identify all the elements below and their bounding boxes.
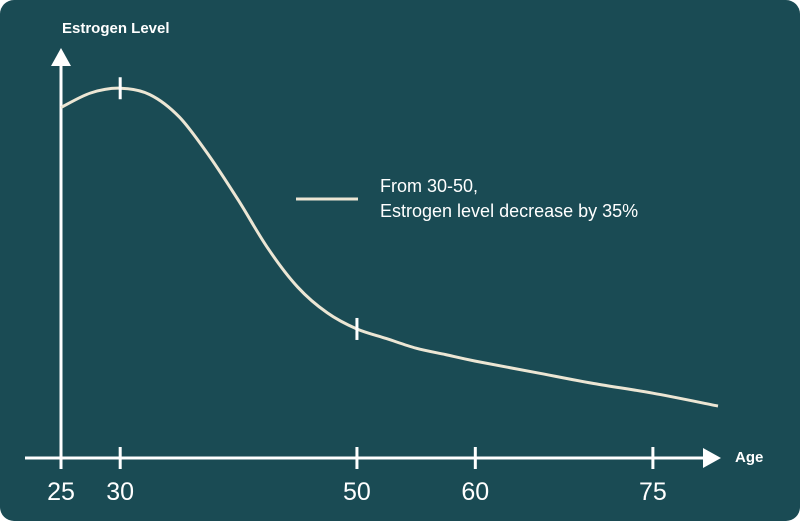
x-tick-label-25: 25 <box>47 478 75 506</box>
estrogen-curve <box>60 86 719 408</box>
x-tick-label-50: 50 <box>343 478 371 506</box>
y-axis-arrowhead <box>51 48 71 66</box>
x-tick-label-60: 60 <box>461 478 489 506</box>
y-axis-label: Estrogen Level <box>62 20 170 37</box>
axes <box>25 48 721 468</box>
x-axis-label: Age <box>735 449 763 466</box>
curve-markers <box>118 77 359 340</box>
x-axis-arrowhead <box>703 448 721 468</box>
x-tick-labels: 25 30 50 60 75 <box>47 478 667 506</box>
x-ticks <box>59 447 655 469</box>
annotation-line-2: Estrogen level decrease by 35% <box>380 201 638 221</box>
x-tick-label-30: 30 <box>106 478 134 506</box>
annotation-line-1: From 30-50, <box>380 176 478 196</box>
x-tick-label-75: 75 <box>639 478 667 506</box>
